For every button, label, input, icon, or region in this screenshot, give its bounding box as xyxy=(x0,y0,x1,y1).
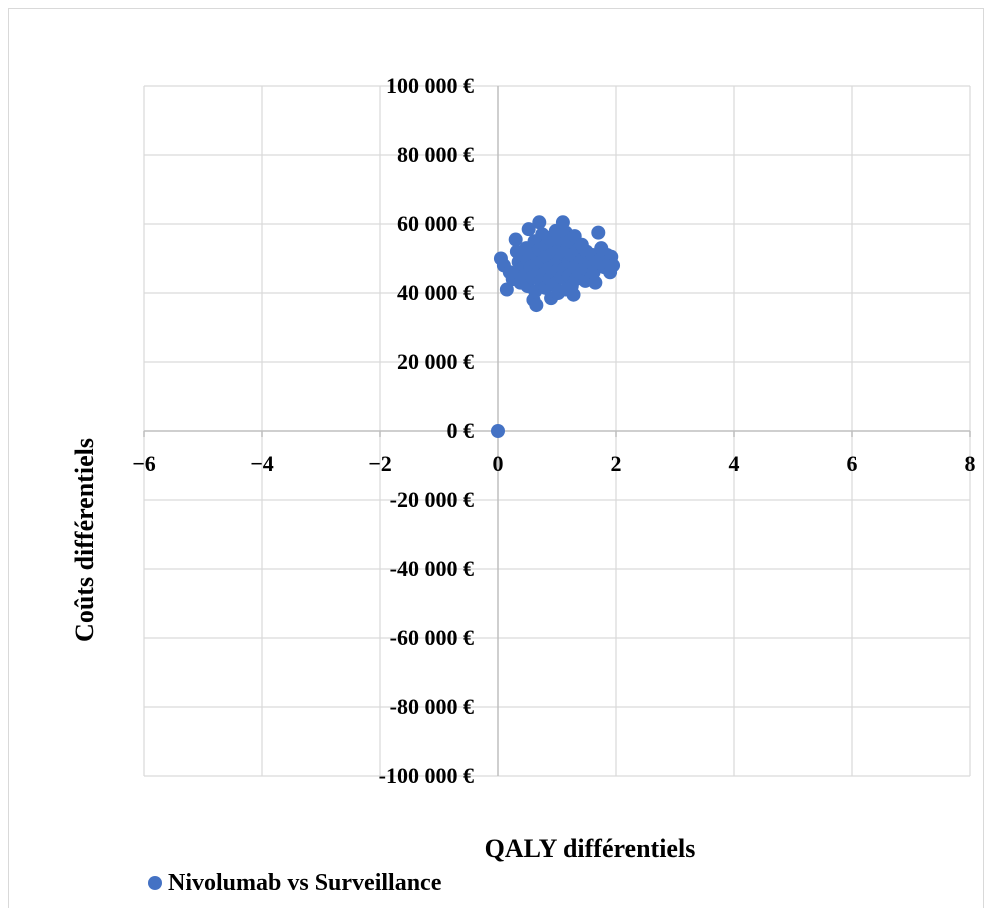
legend-label: Nivolumab vs Surveillance xyxy=(168,869,442,896)
data-point xyxy=(532,215,547,230)
x-tick-label: −6 xyxy=(132,451,156,476)
data-point xyxy=(606,258,621,273)
y-tick-labels: 100 000 € 80 000 € 60 000 € 40 000 € 20 000 … xyxy=(379,73,474,788)
x-tick-label: 8 xyxy=(965,451,976,476)
x-tick-labels: −6 −4 −2 0 2 4 6 8 xyxy=(132,451,975,476)
y-tick-label: 60 000 € xyxy=(397,211,474,236)
data-point xyxy=(499,282,514,297)
y-tick-label: 100 000 € xyxy=(386,73,474,98)
data-point xyxy=(529,298,544,313)
y-axis-title: Coûts différentiels xyxy=(70,438,99,642)
data-points xyxy=(491,215,621,438)
y-tick-label: 20 000 € xyxy=(397,349,474,374)
legend: Nivolumab vs Surveillance xyxy=(148,868,441,898)
legend-marker-icon xyxy=(148,876,162,890)
data-point xyxy=(491,424,505,438)
data-point xyxy=(566,287,581,302)
y-tick-label: 80 000 € xyxy=(397,142,474,167)
data-point xyxy=(588,275,603,290)
x-tick-label: 2 xyxy=(611,451,622,476)
y-tick-label: -80 000 € xyxy=(390,694,474,719)
data-point xyxy=(591,225,606,240)
chart-frame xyxy=(8,8,984,908)
x-axis-title: QALY différentiels xyxy=(485,834,696,863)
x-tick-label: −4 xyxy=(250,451,274,476)
y-tick-label: 0 € xyxy=(447,418,475,443)
data-point xyxy=(508,232,523,247)
y-tick-label: -100 000 € xyxy=(379,763,474,788)
data-point xyxy=(586,265,601,280)
y-tick-label: -20 000 € xyxy=(390,487,474,512)
x-tick-label: −2 xyxy=(368,451,392,476)
axes xyxy=(143,86,971,776)
data-point xyxy=(521,222,536,237)
y-tick-label: -40 000 € xyxy=(390,556,474,581)
x-tick-label: 4 xyxy=(729,451,740,476)
y-tick-label: -60 000 € xyxy=(390,625,474,650)
x-tick-label: 0 xyxy=(493,451,504,476)
x-tick-label: 6 xyxy=(847,451,858,476)
y-tick-label: 40 000 € xyxy=(397,280,474,305)
